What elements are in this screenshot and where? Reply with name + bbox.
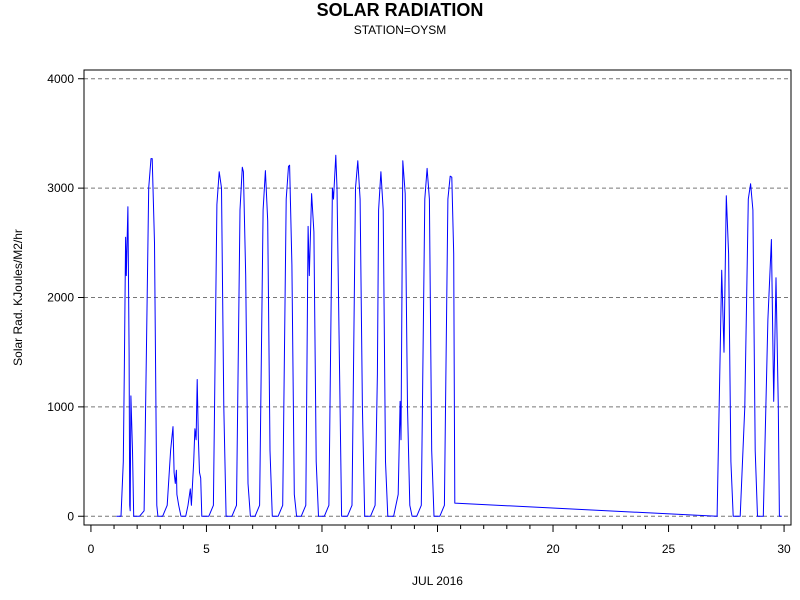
y-tick-label: 0 <box>67 509 74 523</box>
y-tick-label: 2000 <box>47 291 74 305</box>
y-tick-label: 1000 <box>47 400 74 414</box>
x-axis-label: JUL 2016 <box>412 574 463 588</box>
x-tick-label: 15 <box>431 542 445 556</box>
series-line <box>116 154 782 517</box>
x-axis: 0 5 10 15 20 25 30 <box>88 525 791 556</box>
x-tick-label: 30 <box>777 542 791 556</box>
chart-subtitle: STATION=OYSM <box>353 23 447 37</box>
x-tick-label: 10 <box>315 542 329 556</box>
x-tick-label: 5 <box>203 542 210 556</box>
x-tick-label: 25 <box>662 542 676 556</box>
series-group <box>116 154 782 517</box>
grid-lines <box>84 78 791 517</box>
y-tick-label: 4000 <box>47 72 74 86</box>
y-tick-label: 3000 <box>47 181 74 195</box>
y-axis-label: Solar Rad. KJoules/M2/hr <box>11 229 25 366</box>
y-axis: 0 1000 2000 3000 4000 <box>47 72 84 523</box>
x-tick-label: 0 <box>88 542 95 556</box>
chart-title: SOLAR RADIATION <box>316 0 484 20</box>
x-tick-label: 20 <box>546 542 560 556</box>
